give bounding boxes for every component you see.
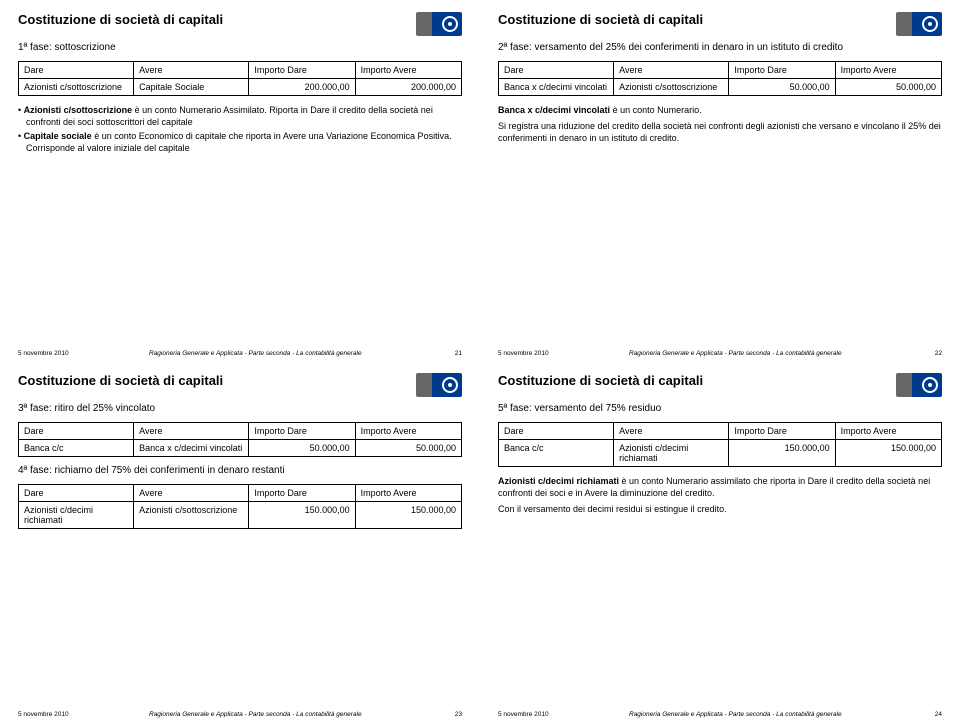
footer-page-number: 21 <box>442 350 462 357</box>
cell-avere: Capitale Sociale <box>134 79 249 96</box>
slide-21: Costituzione di società di capitali 1ª f… <box>0 0 480 361</box>
slide-footer: 5 novembre 2010 Ragioneria Generale e Ap… <box>18 705 462 718</box>
accounting-table: Dare Avere Importo Dare Importo Avere Ba… <box>498 422 942 467</box>
cell-importo-avere: 150.000,00 <box>355 502 461 529</box>
cell-dare: Banca c/c <box>19 440 134 457</box>
footer-page-number: 23 <box>442 711 462 718</box>
table-header-row: Dare Avere Importo Dare Importo Avere <box>19 62 462 79</box>
slide-footer: 5 novembre 2010 Ragioneria Generale e Ap… <box>498 705 942 718</box>
slide-header: Costituzione di società di capitali <box>18 373 462 397</box>
footer-date: 5 novembre 2010 <box>498 350 549 357</box>
table-header-row: Dare Avere Importo Dare Importo Avere <box>19 485 462 502</box>
slide-title: Costituzione di società di capitali <box>18 12 223 27</box>
col-dare: Dare <box>499 62 614 79</box>
slide-subtitle-2: 4ª fase: richiamo del 75% dei conferimen… <box>18 465 462 476</box>
table-row: Azionisti c/sottoscrizione Capitale Soci… <box>19 79 462 96</box>
cell-importo-avere: 150.000,00 <box>835 440 941 467</box>
col-importo-dare: Importo Dare <box>249 423 355 440</box>
slide-notes: Banca x c/decimi vincolati è un conto Nu… <box>498 104 942 148</box>
cell-importo-dare: 50.000,00 <box>729 79 835 96</box>
col-dare: Dare <box>499 423 614 440</box>
cell-avere: Banca x c/decimi vincolati <box>134 440 249 457</box>
footer-date: 5 novembre 2010 <box>18 711 69 718</box>
accounting-table: Dare Avere Importo Dare Importo Avere Az… <box>18 61 462 96</box>
cell-avere: Azionisti c/sottoscrizione <box>134 502 249 529</box>
cell-dare: Banca x c/decimi vincolati <box>499 79 614 96</box>
col-dare: Dare <box>19 485 134 502</box>
slide-notes: Azionisti c/decimi richiamati è un conto… <box>498 475 942 519</box>
col-importo-dare: Importo Dare <box>729 62 835 79</box>
logo-icon <box>416 373 462 397</box>
slide-24: Costituzione di società di capitali 5ª f… <box>480 361 960 722</box>
col-dare: Dare <box>19 423 134 440</box>
slide-header: Costituzione di società di capitali <box>498 373 942 397</box>
col-avere: Avere <box>134 423 249 440</box>
slide-title: Costituzione di società di capitali <box>498 373 703 388</box>
slide-subtitle: 3ª fase: ritiro del 25% vincolato <box>18 403 462 414</box>
table-row: Banca x c/decimi vincolati Azionisti c/s… <box>499 79 942 96</box>
cell-importo-avere: 50.000,00 <box>835 79 941 96</box>
col-importo-dare: Importo Dare <box>249 62 355 79</box>
cell-importo-dare: 150.000,00 <box>729 440 835 467</box>
slide-title: Costituzione di società di capitali <box>18 373 223 388</box>
slide-23: Costituzione di società di capitali 3ª f… <box>0 361 480 722</box>
col-avere: Avere <box>134 62 249 79</box>
logo-icon <box>416 12 462 36</box>
slide-notes: Azionisti c/sottoscrizione è un conto Nu… <box>18 104 462 157</box>
col-importo-dare: Importo Dare <box>729 423 835 440</box>
accounting-table: Dare Avere Importo Dare Importo Avere Ba… <box>498 61 942 96</box>
slide-footer: 5 novembre 2010 Ragioneria Generale e Ap… <box>498 344 942 357</box>
footer-center: Ragioneria Generale e Applicata - Parte … <box>69 350 442 357</box>
slide-footer: 5 novembre 2010 Ragioneria Generale e Ap… <box>18 344 462 357</box>
footer-center: Ragioneria Generale e Applicata - Parte … <box>69 711 442 718</box>
table-header-row: Dare Avere Importo Dare Importo Avere <box>499 62 942 79</box>
cell-importo-dare: 150.000,00 <box>249 502 355 529</box>
footer-page-number: 24 <box>922 711 942 718</box>
cell-importo-dare: 200.000,00 <box>249 79 355 96</box>
slide-subtitle: 1ª fase: sottoscrizione <box>18 42 462 53</box>
col-importo-avere: Importo Avere <box>355 62 461 79</box>
col-dare: Dare <box>19 62 134 79</box>
table-header-row: Dare Avere Importo Dare Importo Avere <box>499 423 942 440</box>
cell-dare: Banca c/c <box>499 440 614 467</box>
cell-dare: Azionisti c/decimi richiamati <box>19 502 134 529</box>
footer-center: Ragioneria Generale e Applicata - Parte … <box>549 711 922 718</box>
cell-importo-avere: 50.000,00 <box>355 440 461 457</box>
table-row: Banca c/c Banca x c/decimi vincolati 50.… <box>19 440 462 457</box>
cell-avere: Azionisti c/sottoscrizione <box>614 79 729 96</box>
footer-center: Ragioneria Generale e Applicata - Parte … <box>549 350 922 357</box>
footer-date: 5 novembre 2010 <box>498 711 549 718</box>
col-avere: Avere <box>614 423 729 440</box>
footer-page-number: 22 <box>922 350 942 357</box>
slide-title: Costituzione di società di capitali <box>498 12 703 27</box>
table-row: Banca c/c Azionisti c/decimi richiamati … <box>499 440 942 467</box>
col-avere: Avere <box>614 62 729 79</box>
table-header-row: Dare Avere Importo Dare Importo Avere <box>19 423 462 440</box>
col-importo-avere: Importo Avere <box>835 62 941 79</box>
accounting-table-2: Dare Avere Importo Dare Importo Avere Az… <box>18 484 462 529</box>
table-row: Azionisti c/decimi richiamati Azionisti … <box>19 502 462 529</box>
col-importo-avere: Importo Avere <box>835 423 941 440</box>
slide-subtitle: 5ª fase: versamento del 75% residuo <box>498 403 942 414</box>
col-avere: Avere <box>134 485 249 502</box>
logo-icon <box>896 12 942 36</box>
col-importo-avere: Importo Avere <box>355 423 461 440</box>
cell-avere: Azionisti c/decimi richiamati <box>614 440 729 467</box>
slide-header: Costituzione di società di capitali <box>18 12 462 36</box>
accounting-table: Dare Avere Importo Dare Importo Avere Ba… <box>18 422 462 457</box>
slide-subtitle: 2ª fase: versamento del 25% dei conferim… <box>498 42 942 53</box>
cell-importo-dare: 50.000,00 <box>249 440 355 457</box>
slide-header: Costituzione di società di capitali <box>498 12 942 36</box>
cell-dare: Azionisti c/sottoscrizione <box>19 79 134 96</box>
logo-icon <box>896 373 942 397</box>
footer-date: 5 novembre 2010 <box>18 350 69 357</box>
slide-22: Costituzione di società di capitali 2ª f… <box>480 0 960 361</box>
col-importo-dare: Importo Dare <box>249 485 355 502</box>
col-importo-avere: Importo Avere <box>355 485 461 502</box>
page-grid: Costituzione di società di capitali 1ª f… <box>0 0 960 722</box>
cell-importo-avere: 200.000,00 <box>355 79 461 96</box>
